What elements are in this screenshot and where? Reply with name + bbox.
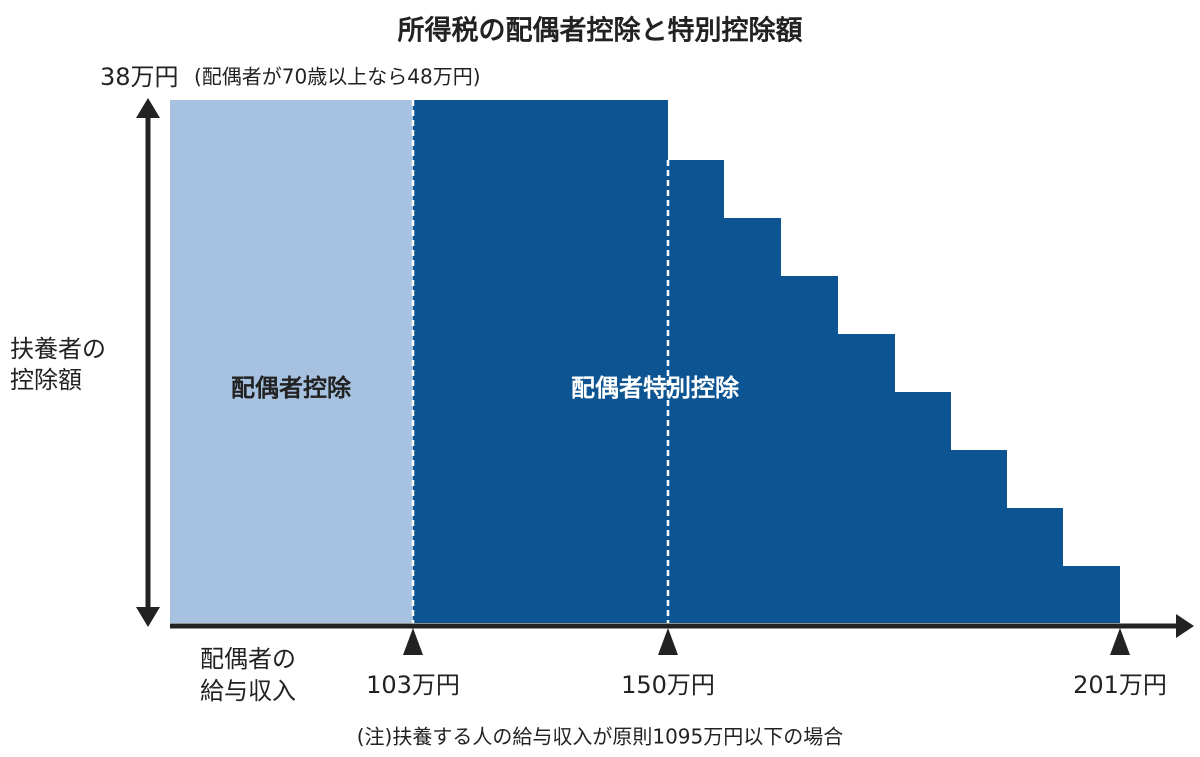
region-label: 配偶者控除 bbox=[231, 374, 352, 402]
x-arrow-head bbox=[1176, 614, 1194, 638]
x-axis-label: 給与収入 bbox=[200, 677, 296, 705]
y-axis-label: 扶養者の bbox=[10, 335, 106, 363]
y-arrow-head bbox=[136, 607, 160, 627]
top-amount: 38万円 bbox=[100, 63, 179, 91]
marker bbox=[658, 628, 678, 655]
marker-label: 201万円 bbox=[1073, 671, 1167, 699]
marker-label: 103万円 bbox=[366, 671, 460, 699]
region-label: 配偶者特別控除 bbox=[571, 374, 740, 402]
marker bbox=[1110, 628, 1130, 655]
marker-label: 150万円 bbox=[621, 671, 715, 699]
special-deduction-area bbox=[413, 100, 1120, 623]
spouse-deduction-area bbox=[170, 100, 413, 623]
top-note: (配偶者が70歳以上なら48万円) bbox=[194, 65, 481, 89]
y-arrow-head bbox=[136, 98, 160, 118]
footnote: (注)扶養する人の給与収入が原則1095万円以下の場合 bbox=[357, 725, 844, 749]
y-axis-label: 控除額 bbox=[10, 366, 82, 394]
marker bbox=[403, 628, 423, 655]
title: 所得税の配偶者控除と特別控除額 bbox=[398, 15, 803, 47]
x-axis-label: 配偶者の bbox=[200, 645, 296, 673]
